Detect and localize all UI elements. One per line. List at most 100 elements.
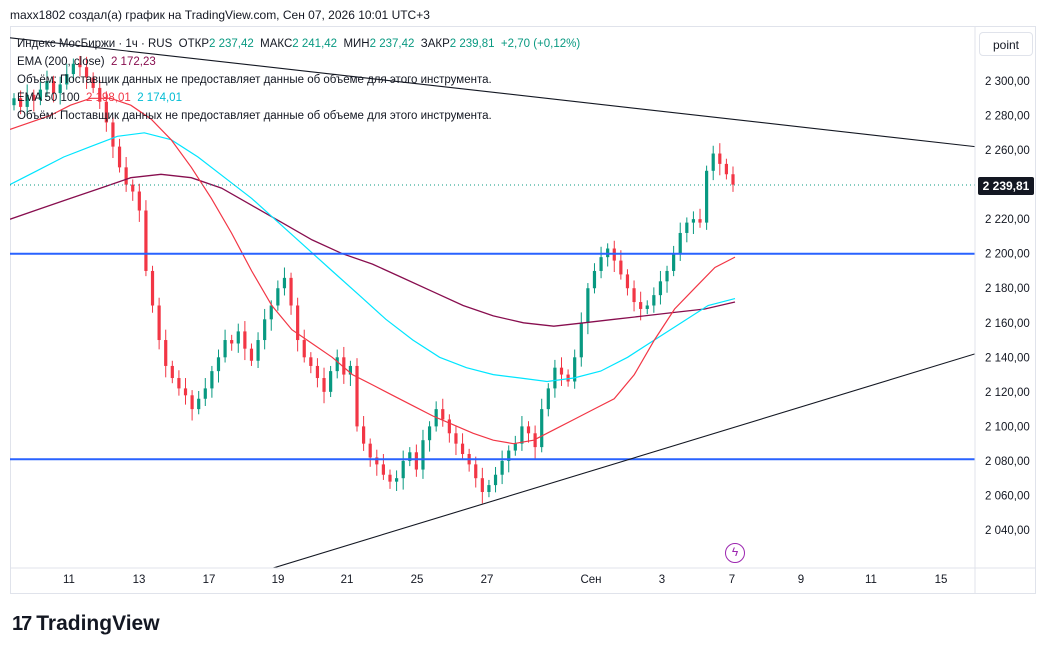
candle-body [32, 94, 36, 100]
time-tick-label: 21 [341, 574, 354, 586]
candle-body [84, 67, 89, 78]
candle-body [500, 460, 504, 475]
candle-body [309, 357, 313, 366]
legend-ema50-value: 2 198,01 [86, 92, 131, 104]
time-tick-label: Сен [580, 574, 601, 586]
candle-body [117, 146, 122, 168]
tradingview-mark-icon: 17 [12, 612, 32, 635]
legend-ema200-label: EMA (200, close) [17, 56, 105, 68]
candle-body [619, 260, 623, 275]
candle-body [296, 305, 300, 341]
candle-body [18, 98, 23, 107]
time-tick-label: 7 [729, 574, 735, 586]
legend-ema-pair-row[interactable]: EMA 50 100 2 198,01 2 174,01 [17, 89, 580, 107]
price-tick-label: 2 120,00 [985, 387, 1030, 399]
candle-body [698, 219, 702, 223]
candle-body [269, 305, 273, 320]
candle-body [71, 63, 75, 75]
candle-body [236, 331, 240, 344]
candle-body [190, 395, 194, 410]
time-tick-label: 15 [935, 574, 948, 586]
candle-body [282, 277, 287, 289]
time-tick-label: 25 [411, 574, 424, 586]
candle-body [203, 388, 207, 399]
candle-body [658, 281, 663, 296]
price-tick-label: 2 180,00 [985, 283, 1030, 295]
candle-body [724, 163, 729, 175]
candle-body [573, 357, 577, 382]
candle-body [705, 170, 709, 223]
candle-body [216, 357, 221, 372]
candle-body [183, 388, 188, 396]
candle-body [625, 274, 630, 289]
candle-body [150, 270, 155, 306]
scale-mode-button[interactable]: point [979, 32, 1033, 56]
candle-body [91, 77, 95, 88]
legend-symbol[interactable]: Индекс МосБиржи · 1ч · RUS [17, 38, 173, 50]
legend-close-value: 2 239,81 [449, 38, 495, 50]
legend-ema-pair-label: EMA 50 100 [17, 92, 80, 104]
ema100-line [10, 132, 736, 383]
time-tick-label: 19 [272, 574, 285, 586]
tradingview-brand: TradingView [36, 612, 160, 635]
candle-body [256, 340, 260, 361]
candle-body [329, 371, 333, 392]
candle-body [25, 94, 29, 107]
candle-body [711, 153, 715, 171]
price-tick-label: 2 060,00 [985, 490, 1030, 502]
candle-body [513, 443, 517, 451]
time-tick-label: 11 [63, 574, 75, 586]
candle-body [507, 450, 511, 461]
candle-body [678, 232, 682, 254]
candle-body [124, 167, 128, 185]
flash-icon[interactable]: ϟ [725, 543, 745, 563]
time-tick-label: 11 [865, 574, 877, 586]
ema50-line [10, 97, 736, 445]
candle-body [131, 184, 135, 192]
plot-area[interactable] [10, 37, 975, 584]
candle-body [375, 457, 379, 465]
price-tick-label: 2 200,00 [985, 249, 1030, 261]
candle-body [691, 219, 696, 223]
candle-body [652, 295, 656, 306]
legend-ema200-value: 2 172,23 [110, 56, 156, 68]
candle-body [335, 357, 339, 372]
candle-body [348, 365, 353, 375]
candle-body [38, 89, 42, 100]
candle-body [718, 153, 722, 164]
candle-body [447, 419, 451, 434]
candle-body [104, 101, 108, 123]
legend-ema200-row[interactable]: EMA (200, close) 2 172,23 [17, 53, 580, 71]
legend-open-label: ОТКР [178, 38, 210, 50]
candle-body [51, 81, 56, 94]
candle-body [454, 433, 458, 444]
price-tick-label: 2 220,00 [985, 214, 1030, 226]
candle-body [58, 84, 62, 94]
candle-body [427, 426, 432, 441]
candle-body [164, 340, 168, 366]
candle-body [137, 191, 141, 211]
candle-body [540, 409, 544, 448]
legend-close-label: ЗАКР [420, 38, 450, 50]
chart-header: maxx1802 создал(а) график на TradingView… [10, 8, 430, 22]
candle-body [388, 474, 392, 482]
candle-body [289, 277, 293, 306]
legend-low-value: 2 237,42 [369, 38, 415, 50]
candle-body [355, 365, 359, 427]
candle-body [731, 174, 735, 185]
chart-frame[interactable] [10, 26, 1036, 594]
tradingview-logo[interactable]: 17 TradingView [12, 612, 160, 636]
candle-body [362, 426, 366, 444]
chart-legend: Индекс МосБиржи · 1ч · RUS ОТКР2 237,42 … [17, 35, 580, 125]
candle-body [342, 357, 346, 375]
candle-body [223, 340, 227, 358]
candle-body [230, 340, 234, 344]
legend-ohlc-row: Индекс МосБиржи · 1ч · RUS ОТКР2 237,42 … [17, 35, 580, 53]
price-tick-label: 2 160,00 [985, 318, 1030, 330]
legend-change: +2,70 (+0,12%) [500, 38, 581, 50]
candle-body [177, 378, 181, 389]
resistance-trendline [10, 37, 975, 148]
candle-body [368, 443, 372, 458]
candle-body [592, 270, 597, 289]
